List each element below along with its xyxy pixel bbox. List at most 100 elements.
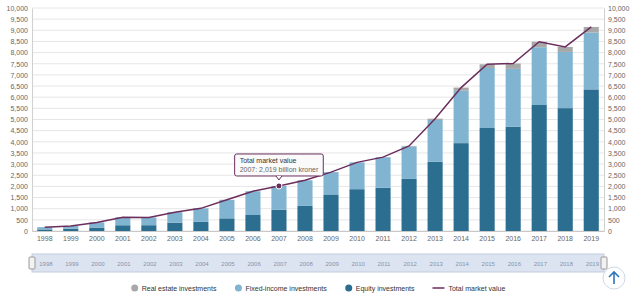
bar <box>454 91 469 143</box>
bar <box>532 47 547 105</box>
tick-label: 2017 <box>531 235 547 242</box>
tick-label: 1,000 <box>608 205 626 212</box>
tick-label: 2007 <box>271 235 287 242</box>
bar <box>376 188 391 231</box>
tick: 9,500 <box>604 16 626 23</box>
axis-line <box>33 231 605 232</box>
tick-label: 7,000 <box>10 72 28 79</box>
tick-label: 8,500 <box>10 38 28 45</box>
navigator[interactable]: 1998199920002001200220032004200520062007… <box>29 254 607 272</box>
legend-item[interactable]: Total market value <box>432 285 505 292</box>
plot-marks <box>37 27 599 231</box>
navigator-label: 2011 <box>378 261 392 267</box>
x-axis: 1998199920002001200220032004200520062007… <box>33 231 605 242</box>
tick: 9,500 <box>10 16 32 23</box>
tick-label: 2002 <box>141 235 157 242</box>
tick-label: 4,000 <box>10 139 28 146</box>
legend: Real estate investments Fixed-income inve… <box>131 285 505 293</box>
legend-swatch <box>235 285 242 292</box>
tick-label: 5,500 <box>608 105 626 112</box>
tick: 9,000 <box>604 27 626 34</box>
navigator-label: 2003 <box>169 261 183 267</box>
bar <box>454 143 469 231</box>
highlight-point <box>276 183 282 189</box>
tick: 0 <box>604 228 612 235</box>
scroll-top-button[interactable] <box>603 267 625 289</box>
tick: 2018 <box>557 231 573 242</box>
tick: 2000 <box>89 231 105 242</box>
navigator-label: 2012 <box>404 261 418 267</box>
navigator-label: 2015 <box>482 261 496 267</box>
tick: 4,000 <box>604 139 626 146</box>
tick-label: 1999 <box>63 235 79 242</box>
navigator-track[interactable] <box>32 254 604 272</box>
navigator-label: 2018 <box>560 261 574 267</box>
tick-label: 10,000 <box>608 5 630 12</box>
tick: 8,000 <box>604 49 626 56</box>
bar <box>141 217 156 225</box>
tick: 500 <box>16 217 32 224</box>
navigator-label: 2006 <box>247 261 261 267</box>
tick: 10,000 <box>604 5 630 12</box>
legend-item[interactable]: Fixed-income investments <box>235 285 327 292</box>
bar <box>245 215 260 231</box>
tick: 3,500 <box>10 150 32 157</box>
navigator-label: 2000 <box>91 261 105 267</box>
bar <box>323 194 338 231</box>
bar <box>141 225 156 231</box>
tick-label: 2009 <box>323 235 339 242</box>
tick-label: 1,500 <box>10 194 28 201</box>
navigator-label: 2017 <box>534 261 548 267</box>
tick-label: 10,000 <box>7 5 29 12</box>
tick: 2,000 <box>604 183 626 190</box>
bar <box>297 206 312 231</box>
tick: 2012 <box>401 231 417 242</box>
bar <box>584 33 599 90</box>
tick: 8,500 <box>604 38 626 45</box>
tick-label: 2013 <box>427 235 443 242</box>
tick-label: 2005 <box>219 235 235 242</box>
tick: 4,000 <box>10 139 32 146</box>
legend-item[interactable]: Real estate investments <box>131 285 217 292</box>
tick: 2008 <box>297 231 313 242</box>
tick-label: 3,000 <box>608 161 626 168</box>
legend-item[interactable]: Equity investments <box>345 285 415 293</box>
navigator-label: 2008 <box>299 261 313 267</box>
tick-label: 6,000 <box>608 94 626 101</box>
tick-label: 500 <box>608 217 620 224</box>
bar <box>480 68 495 128</box>
tick: 2003 <box>167 231 183 242</box>
bar <box>271 186 286 210</box>
tick: 2013 <box>427 231 443 242</box>
grid-line <box>32 19 604 20</box>
tick-label: 4,500 <box>608 127 626 134</box>
tick-label: 3,500 <box>608 150 626 157</box>
tick-label: 2019 <box>583 235 599 242</box>
button-circle[interactable] <box>603 267 625 289</box>
bar <box>193 222 208 231</box>
tick: 2004 <box>193 231 209 242</box>
grid <box>32 8 604 231</box>
tick: 2,500 <box>604 172 626 179</box>
grid-line <box>32 41 604 42</box>
tick-label: 7,500 <box>10 60 28 67</box>
legend-swatch <box>131 285 138 292</box>
tick-label: 8,000 <box>10 49 28 56</box>
tick-label: 9,000 <box>608 27 626 34</box>
tick: 1,000 <box>604 205 626 212</box>
tooltip: Total market value2007: 2,019 billion kr… <box>235 154 324 180</box>
tick: 3,500 <box>604 150 626 157</box>
tick-label: 4,500 <box>10 127 28 134</box>
button-arrow[interactable] <box>609 272 619 284</box>
tick: 7,500 <box>604 60 626 67</box>
navigator-label: 2001 <box>117 261 131 267</box>
navigator-handle[interactable] <box>601 257 607 269</box>
tick-label: 2006 <box>245 235 261 242</box>
navigator-label: 2007 <box>273 261 287 267</box>
tick: 7,000 <box>10 72 32 79</box>
bar <box>349 162 364 189</box>
bar <box>115 225 130 231</box>
navigator-handle[interactable] <box>29 257 35 269</box>
line <box>45 27 591 227</box>
tick-label: 3,000 <box>10 161 28 168</box>
